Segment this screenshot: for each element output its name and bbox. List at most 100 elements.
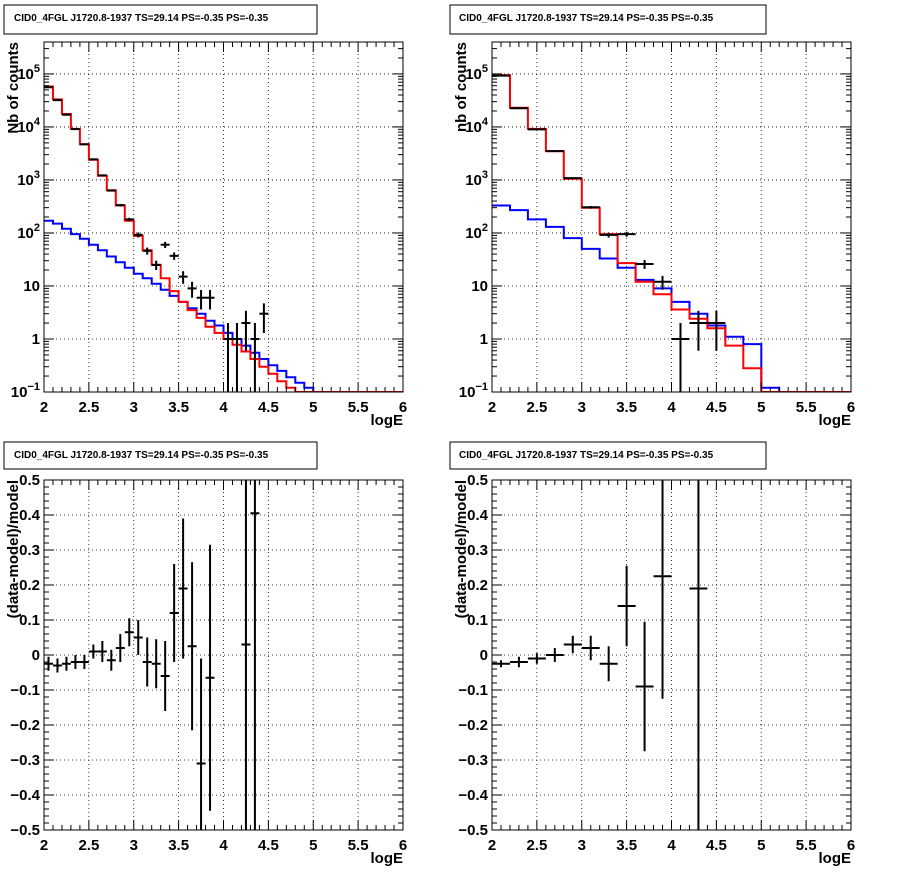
y-tick-label: −0.1 <box>458 682 488 699</box>
data-point <box>527 653 546 664</box>
x-tick-label: 2 <box>488 399 496 416</box>
data-point <box>115 203 125 207</box>
y-tick-label: 10 <box>23 278 40 295</box>
y-tick-label-exponent: −1 <box>475 381 488 393</box>
y-tick-label: 10−1 <box>459 381 488 401</box>
chart-title: CID0_4FGL J1720.8-1937 TS=29.14 PS=-0.35… <box>14 450 269 461</box>
x-axis-label: logE <box>371 850 404 867</box>
data-point <box>232 323 242 392</box>
y-tick-label: 103 <box>17 169 40 189</box>
x-tick-label: 4.5 <box>258 837 279 854</box>
data-point <box>142 247 152 255</box>
data-point <box>205 544 215 811</box>
data-layer <box>44 85 403 392</box>
data-point <box>635 621 654 752</box>
data-point <box>115 634 125 662</box>
data-point <box>599 646 618 682</box>
data-point <box>169 252 179 260</box>
y-tick-label: 1 <box>480 331 488 348</box>
data-point <box>250 323 260 392</box>
x-tick-label: 5.5 <box>348 399 369 416</box>
x-axis-label: logE <box>819 412 852 429</box>
data-point <box>241 480 251 830</box>
data-point <box>509 656 528 668</box>
x-tick-label: 5 <box>757 399 765 416</box>
data-point <box>142 637 152 687</box>
x-tick-label: 3 <box>578 837 586 854</box>
y-tick-label-exponent: 5 <box>34 63 40 75</box>
x-tick-label: 5 <box>309 399 317 416</box>
panel-bottom-left-residuals: CID0_4FGL J1720.8-1937 TS=29.14 PS=-0.35… <box>3 441 407 867</box>
x-tick-label: 2.5 <box>78 837 99 854</box>
x-tick-label: 3 <box>130 837 138 854</box>
data-layer <box>44 480 260 830</box>
y-tick-label: 0.3 <box>19 542 40 559</box>
panel-bottom-right-residuals: CID0_4FGL J1720.8-1937 TS=29.14 PS=-0.35… <box>449 441 855 867</box>
y-tick-label: 102 <box>465 222 488 242</box>
y-tick-label: 0.4 <box>467 507 489 524</box>
data-point <box>106 189 116 192</box>
y-tick-label-base: 10 <box>465 225 482 242</box>
y-tick-label-exponent: 2 <box>34 222 40 234</box>
chart-title: CID0_4FGL J1720.8-1937 TS=29.14 PS=-0.35… <box>14 13 269 24</box>
y-tick-label: 10−1 <box>11 381 40 401</box>
x-tick-label: 2 <box>40 399 48 416</box>
y-tick-label: 0.2 <box>19 577 40 594</box>
x-tick-label: 5.5 <box>796 399 817 416</box>
y-tick-label-base: 10 <box>465 172 482 189</box>
y-tick-label-exponent: 3 <box>34 169 40 181</box>
title-box <box>3 4 318 35</box>
data-point <box>187 281 197 298</box>
data-point <box>79 143 89 146</box>
y-tick-label: 104 <box>17 116 41 136</box>
data-point <box>88 158 98 161</box>
y-tick-label: −0.3 <box>458 752 488 769</box>
x-tick-label: 6 <box>399 399 407 416</box>
y-tick-label-base: 10 <box>17 225 34 242</box>
y-tick-label-exponent: 4 <box>34 116 41 128</box>
x-tick-label: 2.5 <box>526 837 547 854</box>
x-tick-label: 4 <box>219 837 228 854</box>
data-point <box>653 480 672 699</box>
y-tick-label: −0.3 <box>10 752 40 769</box>
x-tick-label: 4 <box>667 837 676 854</box>
data-point <box>169 564 179 662</box>
x-tick-label: 6 <box>847 837 855 854</box>
data-point <box>178 271 188 284</box>
y-tick-label: 0.5 <box>19 472 40 489</box>
x-tick-label: 4.5 <box>706 837 727 854</box>
y-tick-label-exponent: 3 <box>482 169 488 181</box>
data-point <box>689 480 708 830</box>
y-tick-label-exponent: −1 <box>27 381 40 393</box>
x-tick-label: 3.5 <box>168 399 189 416</box>
x-tick-label: 2.5 <box>526 399 547 416</box>
data-point <box>61 656 71 671</box>
y-tick-label: 0.1 <box>467 612 488 629</box>
data-point <box>581 635 600 661</box>
data-point <box>151 260 161 271</box>
data-point <box>97 174 107 177</box>
y-tick-label-base: 10 <box>17 172 34 189</box>
data-point <box>259 303 269 333</box>
data-point <box>635 259 654 269</box>
data-point <box>581 206 600 209</box>
y-tick-label: −0.2 <box>458 717 488 734</box>
data-point <box>124 217 134 222</box>
y-tick-label: 0.1 <box>19 612 40 629</box>
data-point <box>196 658 206 830</box>
data-point <box>205 289 215 310</box>
x-tick-label: 2.5 <box>78 399 99 416</box>
data-point <box>106 649 116 671</box>
y-tick-label: 102 <box>17 222 40 242</box>
y-tick-label-exponent: 4 <box>482 116 489 128</box>
y-tick-label: 0.5 <box>467 472 488 489</box>
x-tick-label: 4.5 <box>258 399 279 416</box>
y-tick-label: 104 <box>465 116 489 136</box>
data-point <box>52 658 62 673</box>
y-tick-label-base: 10 <box>17 119 34 136</box>
data-point <box>44 656 53 671</box>
data-point <box>70 655 80 669</box>
data-point <box>160 641 170 711</box>
y-tick-label-exponent: 5 <box>482 63 488 75</box>
